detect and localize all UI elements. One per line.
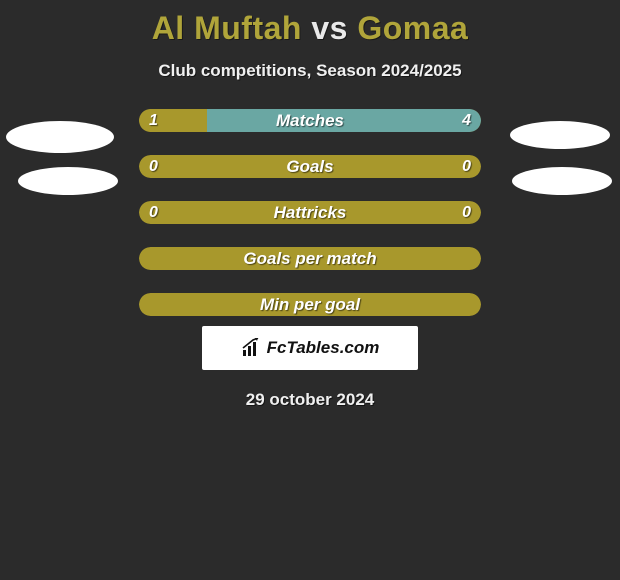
title-separator: vs	[311, 10, 348, 46]
stat-label: Matches	[139, 109, 481, 132]
stat-row: 00Goals	[139, 155, 481, 178]
player1-logo-placeholder-bottom	[18, 167, 118, 195]
source-badge-text: FcTables.com	[267, 338, 380, 358]
source-badge-inner: FcTables.com	[241, 338, 380, 358]
stat-label: Goals per match	[139, 247, 481, 270]
title-player2: Gomaa	[357, 10, 468, 46]
stat-rows: 14Matches 00Goals 00Hattricks Goals per mat…	[139, 109, 481, 339]
chart-icon	[241, 338, 263, 358]
date-text: 29 october 2024	[0, 390, 620, 410]
page-title: Al Muftah vs Gomaa	[0, 0, 620, 47]
page-root: Al Muftah vs Gomaa Club competitions, Se…	[0, 0, 620, 580]
source-badge: FcTables.com	[202, 326, 418, 370]
player1-logo-placeholder-top	[6, 121, 114, 153]
stat-label: Hattricks	[139, 201, 481, 224]
title-player1: Al Muftah	[152, 10, 302, 46]
player2-logo-placeholder-bottom	[512, 167, 612, 195]
stat-row: Goals per match	[139, 247, 481, 270]
stat-row: Min per goal	[139, 293, 481, 316]
stat-row: 14Matches	[139, 109, 481, 132]
player2-logo-placeholder-top	[510, 121, 610, 149]
stat-label: Goals	[139, 155, 481, 178]
subtitle: Club competitions, Season 2024/2025	[0, 61, 620, 81]
stat-row: 00Hattricks	[139, 201, 481, 224]
stat-label: Min per goal	[139, 293, 481, 316]
